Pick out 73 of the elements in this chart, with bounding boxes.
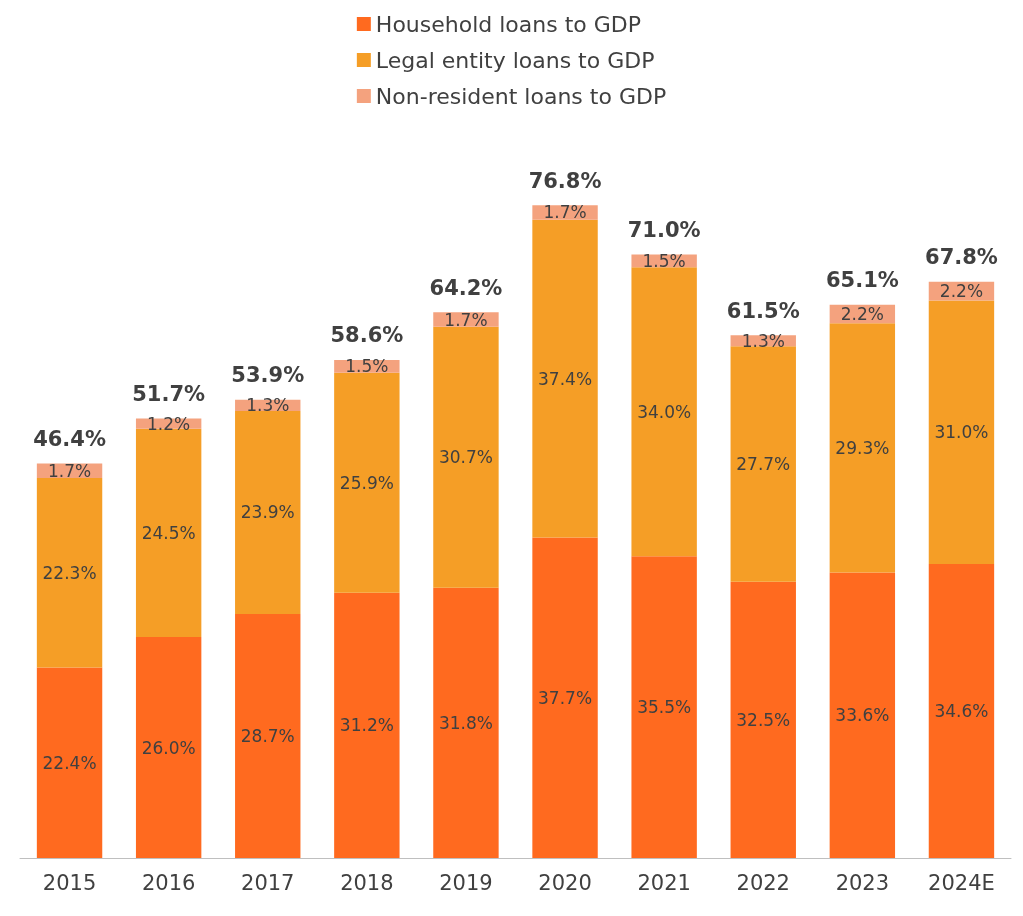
total-label: 51.7% bbox=[132, 382, 206, 407]
total-label: 65.1% bbox=[825, 268, 899, 293]
bar bbox=[433, 587, 499, 858]
total-label: 53.9% bbox=[231, 363, 305, 388]
data-label: 34.0% bbox=[637, 401, 692, 422]
bar bbox=[928, 300, 995, 564]
bar bbox=[235, 614, 301, 858]
data-label: 24.5% bbox=[141, 522, 196, 543]
data-label: 33.6% bbox=[835, 705, 890, 726]
data-label: 31.0% bbox=[934, 422, 989, 443]
data-label: 1.3% bbox=[741, 330, 785, 351]
total-label: 64.2% bbox=[429, 275, 503, 300]
total-label: 67.8% bbox=[925, 245, 998, 270]
bar bbox=[334, 592, 400, 858]
bar bbox=[334, 372, 400, 593]
total-label: 71.0% bbox=[627, 218, 701, 242]
data-label: 1.2% bbox=[147, 413, 191, 434]
bar bbox=[730, 346, 796, 582]
bar bbox=[235, 410, 301, 615]
data-label: 37.7% bbox=[538, 687, 593, 708]
data-label: 22.4% bbox=[42, 752, 97, 773]
data-label: 23.9% bbox=[240, 502, 295, 523]
data-label: 1.7% bbox=[543, 202, 587, 223]
data-label: 35.5% bbox=[637, 697, 692, 718]
total-label: 58.6% bbox=[330, 323, 404, 348]
data-label: 1.5% bbox=[642, 250, 686, 271]
data-label: 28.7% bbox=[240, 726, 295, 747]
bar bbox=[135, 637, 202, 858]
data-label: 1.7% bbox=[444, 309, 488, 330]
data-label: 37.4% bbox=[538, 368, 593, 389]
bar bbox=[36, 667, 103, 858]
bar bbox=[829, 572, 896, 858]
bar bbox=[532, 219, 598, 538]
bar bbox=[433, 326, 499, 588]
x-tick-label: 2019 bbox=[439, 870, 493, 895]
data-label: 25.9% bbox=[339, 472, 394, 493]
bar bbox=[829, 323, 896, 573]
x-tick-label: 2022 bbox=[736, 870, 790, 895]
bar bbox=[928, 563, 995, 858]
data-label: 32.5% bbox=[736, 709, 791, 730]
data-label: 34.6% bbox=[934, 700, 989, 721]
x-tick-label: 2024E bbox=[928, 870, 995, 895]
total-label: 46.4% bbox=[33, 427, 106, 452]
bar bbox=[532, 537, 598, 858]
data-label: 22.3% bbox=[42, 562, 97, 583]
total-label: 61.5% bbox=[726, 298, 800, 323]
data-label: 1.7% bbox=[47, 460, 92, 481]
legend-label: Legal entity loans to GDP bbox=[375, 47, 655, 73]
data-label: 29.3% bbox=[835, 437, 890, 458]
data-label: 27.7% bbox=[736, 454, 791, 475]
data-label: 2.2% bbox=[840, 304, 884, 324]
x-tick-label: 2018 bbox=[340, 870, 394, 895]
x-tick-label: 2016 bbox=[141, 870, 196, 895]
data-label: 1.3% bbox=[246, 395, 290, 416]
data-label: 31.2% bbox=[339, 715, 394, 736]
data-label: 1.5% bbox=[345, 356, 389, 377]
total-label: 76.8% bbox=[528, 168, 602, 193]
x-tick-label: 2021 bbox=[637, 870, 691, 895]
data-label: 26.0% bbox=[141, 737, 196, 758]
x-tick-label: 2017 bbox=[241, 870, 295, 895]
x-tick-label: 2015 bbox=[42, 870, 97, 895]
x-tick-label: 2023 bbox=[835, 870, 890, 895]
bar bbox=[631, 556, 697, 858]
x-tick-label: 2020 bbox=[538, 870, 592, 895]
bar bbox=[730, 581, 796, 858]
legend-label: Household loans to GDP bbox=[375, 11, 642, 37]
data-label: 30.7% bbox=[438, 447, 493, 468]
data-label: 2.2% bbox=[939, 281, 984, 302]
data-label: 31.8% bbox=[438, 712, 493, 733]
legend-label: Non-resident loans to GDP bbox=[375, 83, 667, 109]
bar bbox=[36, 478, 103, 668]
bar bbox=[631, 267, 697, 557]
bar bbox=[135, 428, 202, 637]
